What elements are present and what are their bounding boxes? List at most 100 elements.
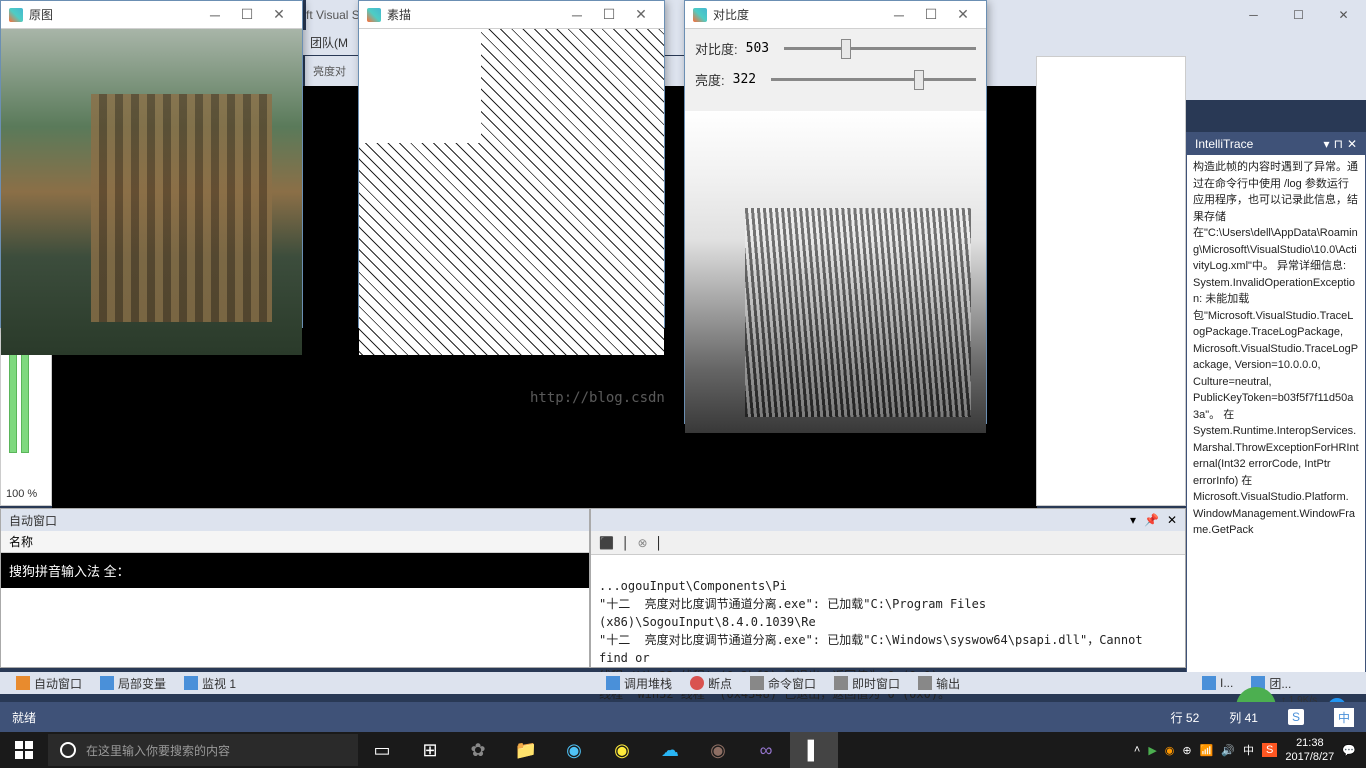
tray-app-icon[interactable]: ◉: [1165, 744, 1175, 757]
contrast-window[interactable]: 对比度 ─ ☐ ✕ 对比度: 503 亮度: 322: [684, 0, 987, 424]
visual-studio-icon[interactable]: ∞: [742, 732, 790, 768]
taskbar-app-icon[interactable]: ◉: [598, 732, 646, 768]
sogou-icon[interactable]: S: [1262, 743, 1277, 757]
tab-command[interactable]: 命令窗口: [742, 673, 824, 694]
brightness-value: 322: [733, 72, 763, 87]
tab-locals[interactable]: 局部变量: [92, 673, 174, 694]
tray-app-icon[interactable]: ▶: [1148, 744, 1156, 757]
taskbar-app-icon[interactable]: ✿: [454, 732, 502, 768]
taskbar-app-icon[interactable]: ⊞: [406, 732, 454, 768]
minimize-button[interactable]: ─: [562, 5, 592, 25]
taskbar-apps: ▭ ⊞ ✿ 📁 ◉ ◉ ☁ ◉ ∞ ▌: [358, 732, 838, 768]
tab-icon: [184, 676, 198, 690]
auto-window-header: 自动窗口: [1, 509, 589, 531]
maximize-button[interactable]: ☐: [916, 5, 946, 25]
tab-breakpoints[interactable]: 断点: [682, 673, 740, 694]
pin-icon[interactable]: 📌: [1144, 513, 1159, 527]
close-button[interactable]: ✕: [626, 5, 656, 25]
window-title: 原图: [29, 6, 53, 23]
status-bar: 就绪 行 52 列 41 S 中: [0, 702, 1366, 732]
contrast-image-content: [685, 111, 986, 433]
minimize-button[interactable]: ─: [1231, 0, 1276, 30]
brightness-slider[interactable]: [771, 78, 976, 81]
window-titlebar[interactable]: 原图 ─ ☐ ✕: [1, 1, 302, 29]
tray-app-icon[interactable]: ⊕: [1182, 744, 1191, 757]
maximize-button[interactable]: ☐: [1276, 0, 1321, 30]
ime-lang[interactable]: 中: [1334, 708, 1354, 727]
tab-watch[interactable]: 监视 1: [176, 673, 244, 694]
left-tabs: 自动窗口 局部变量 监视 1: [0, 672, 590, 694]
tab-icon: [100, 676, 114, 690]
pin-icon[interactable]: ⊓: [1334, 137, 1343, 151]
tab-icon: [690, 676, 704, 690]
wifi-icon[interactable]: 📶: [1200, 744, 1214, 757]
taskbar-search[interactable]: 在这里输入你要搜索的内容: [48, 734, 358, 766]
intellitrace-panel: IntelliTrace ▾ ⊓ ✕ 构造此帧的内容时遇到了异常。通过在命令行中…: [1186, 132, 1366, 680]
sketch-image-content: [359, 29, 664, 355]
auto-window-name-column[interactable]: 名称: [1, 531, 589, 553]
tab-output[interactable]: 输出: [910, 673, 968, 694]
file-explorer-icon[interactable]: 📁: [502, 732, 550, 768]
right-tabs: 调用堆栈 断点 命令窗口 即时窗口 输出: [590, 672, 1186, 694]
intellitrace-header: IntelliTrace ▾ ⊓ ✕: [1187, 133, 1365, 155]
maximize-button[interactable]: ☐: [594, 5, 624, 25]
taskbar-app-icon[interactable]: ◉: [694, 732, 742, 768]
menu-team[interactable]: 团队(M: [310, 34, 348, 51]
ime-icon[interactable]: 中: [1243, 742, 1254, 758]
right-side-panel: [1036, 56, 1186, 506]
system-tray: ˄ ▶ ◉ ⊕ 📶 🔊 中 S 21:38 2017/8/27 💬: [1134, 736, 1366, 765]
ime-indicator: S: [1288, 709, 1304, 725]
original-image-window[interactable]: 原图 ─ ☐ ✕: [0, 0, 303, 328]
contrast-label: 对比度:: [695, 39, 738, 58]
close-button[interactable]: ✕: [264, 5, 294, 25]
close-button[interactable]: ✕: [948, 5, 978, 25]
window-titlebar[interactable]: 对比度 ─ ☐ ✕: [685, 1, 986, 29]
cortana-icon: [60, 742, 76, 758]
toolbar-icon[interactable]: ⬛: [599, 536, 614, 550]
contrast-slider[interactable]: [784, 47, 976, 50]
intellitrace-title: IntelliTrace: [1195, 137, 1253, 151]
tab-auto-window[interactable]: 自动窗口: [8, 673, 90, 694]
volume-icon[interactable]: 🔊: [1221, 744, 1235, 757]
ime-status-text: 搜狗拼音输入法 全：: [1, 553, 589, 588]
dropdown-icon[interactable]: ▾: [1324, 137, 1330, 151]
opencv-icon: [693, 8, 707, 22]
close-button[interactable]: ✕: [1321, 0, 1366, 30]
output-content[interactable]: ...ogouInput\Components\Pi "十二 亮度对比度调节通道…: [591, 555, 1185, 725]
tab-icon: [750, 676, 764, 690]
maximize-button[interactable]: ☐: [232, 5, 262, 25]
tab-immediate[interactable]: 即时窗口: [826, 673, 908, 694]
tab-icon: [16, 676, 30, 690]
toolbar-icon[interactable]: ⊗: [637, 536, 647, 550]
slider-thumb[interactable]: [841, 39, 851, 59]
intellitrace-content[interactable]: 构造此帧的内容时遇到了异常。通过在命令行中使用 /log 参数运行应用程序，也可…: [1187, 155, 1365, 679]
minimize-button[interactable]: ─: [200, 5, 230, 25]
taskbar-app-icon[interactable]: ◉: [550, 732, 598, 768]
watermark-text: http://blog.csdn: [530, 390, 665, 406]
minimize-button[interactable]: ─: [884, 5, 914, 25]
windows-taskbar: 在这里输入你要搜索的内容 ▭ ⊞ ✿ 📁 ◉ ◉ ☁ ◉ ∞ ▌ ˄ ▶ ◉ ⊕…: [0, 732, 1366, 768]
sketch-image-window[interactable]: 素描 ─ ☐ ✕: [358, 0, 665, 328]
tab-call-stack[interactable]: 调用堆栈: [598, 673, 680, 694]
start-button[interactable]: [0, 732, 48, 768]
tab-item[interactable]: I...: [1194, 674, 1241, 692]
toolbar-icon[interactable]: │: [656, 536, 664, 550]
close-icon[interactable]: ✕: [1167, 513, 1177, 527]
close-icon[interactable]: ✕: [1347, 137, 1357, 151]
status-col: 列 41: [1229, 709, 1258, 726]
toolbar-icon[interactable]: │: [622, 536, 630, 550]
taskbar-app-icon[interactable]: ▌: [790, 732, 838, 768]
dropdown-icon[interactable]: ▾: [1130, 513, 1136, 527]
notifications-icon[interactable]: 💬: [1342, 744, 1356, 757]
window-titlebar[interactable]: 素描 ─ ☐ ✕: [359, 1, 664, 29]
auto-window-panel: 自动窗口 名称 搜狗拼音输入法 全：: [0, 508, 590, 668]
output-toolbar: ⬛ │ ⊗ │: [591, 531, 1185, 555]
windows-icon: [15, 741, 33, 759]
tray-clock[interactable]: 21:38 2017/8/27: [1285, 736, 1334, 765]
search-placeholder: 在这里输入你要搜索的内容: [86, 742, 230, 759]
task-view-icon[interactable]: ▭: [358, 732, 406, 768]
taskbar-app-icon[interactable]: ☁: [646, 732, 694, 768]
tray-chevron-icon[interactable]: ˄: [1134, 744, 1140, 756]
slider-thumb[interactable]: [914, 70, 924, 90]
original-image-content: [1, 29, 302, 355]
